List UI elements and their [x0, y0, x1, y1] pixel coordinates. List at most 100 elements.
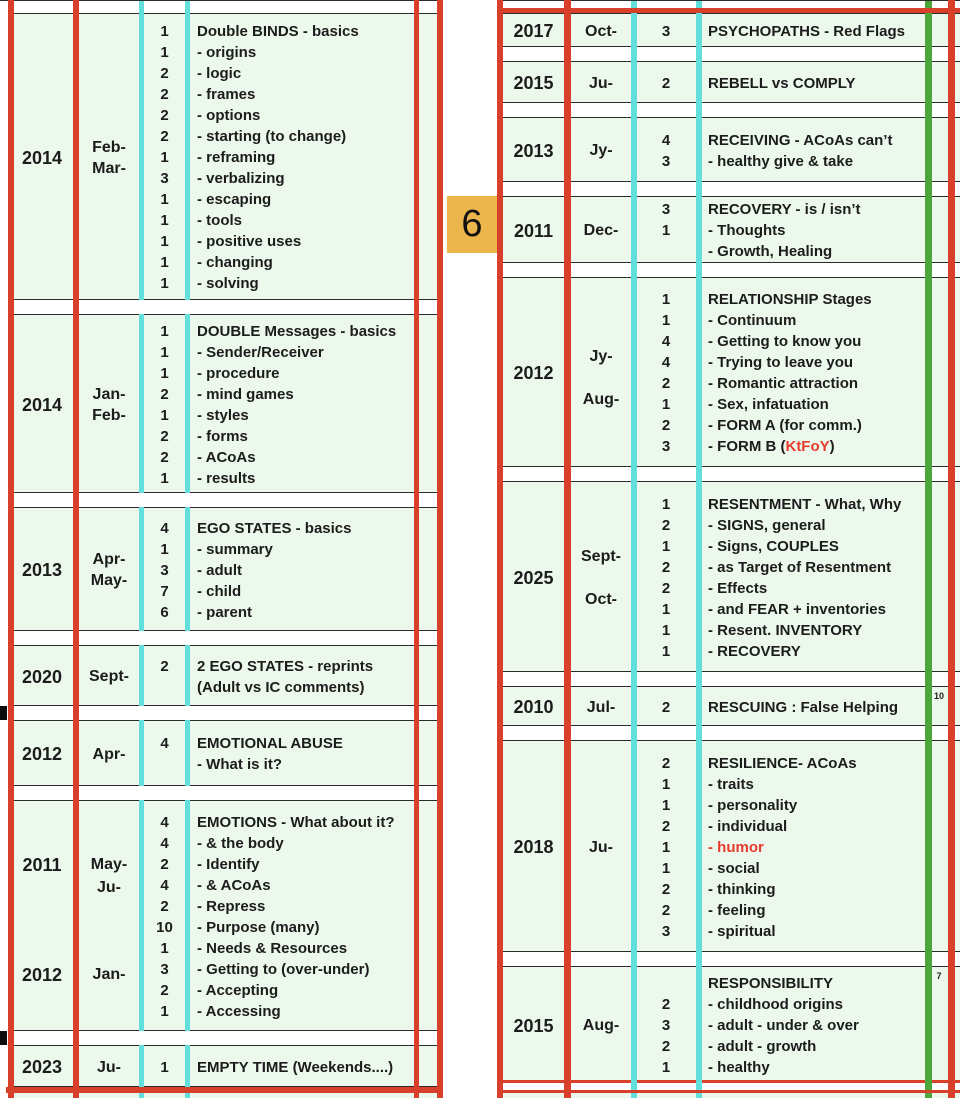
- topic-text: RESPONSIBILITY: [708, 975, 834, 992]
- count-value: 3: [160, 960, 169, 978]
- bottom-red-line: [497, 1090, 960, 1093]
- year-label: 2013: [21, 560, 63, 580]
- topic-text: - adult - growth: [708, 1038, 817, 1055]
- topic-text: - starting (to change): [197, 128, 347, 145]
- year-cell: 2013: [12, 508, 72, 632]
- topic-text: - Sender/Receiver: [197, 343, 324, 361]
- topic-text: - personality: [708, 796, 798, 814]
- month-cell: Jan- Feb-: [79, 315, 139, 494]
- entry-group: 2012 Jy- Aug- 1 1 4 4 2 1 2 3 RELATIONSHIP Stages - …: [497, 277, 960, 467]
- count-value: [636, 973, 696, 994]
- topic-text: RESCUING : False Helping: [708, 698, 899, 716]
- entry-group: 2013 Jy- 4 3 RECEIVING - ACoAs can’t - health…: [497, 117, 960, 182]
- topic-text: RECOVERY - is / isn’t: [708, 201, 861, 218]
- topic-column: RESENTMENT - What, Why - SIGNS, general - …: [702, 482, 925, 673]
- count-value: 4: [160, 876, 169, 894]
- topic-text: - healthy: [708, 1059, 770, 1076]
- year-cell: 2014: [12, 14, 72, 301]
- topic-text: - Growth, Healing: [708, 243, 833, 260]
- topic-text: - results: [197, 469, 256, 487]
- count-value: 1: [661, 642, 671, 660]
- page-number: 6: [461, 203, 483, 245]
- year-cell: 2012: [503, 278, 564, 468]
- count-value: 2: [661, 754, 671, 772]
- count-value: 2: [661, 579, 671, 597]
- entry-group: 2020 Sept- 2 2 EGO STATES - reprints (Adult …: [8, 645, 443, 706]
- cyan-grid-line: [631, 0, 637, 1098]
- row-gap: [0, 493, 443, 507]
- topic-text: Double BINDS - basics: [197, 23, 359, 40]
- red-grid-line: [497, 0, 503, 1098]
- row-gap: [0, 786, 443, 800]
- topic-text: - SIGNS, general: [708, 516, 826, 534]
- count-value: 4: [160, 519, 169, 537]
- topic-text: - Getting to know you: [708, 333, 862, 350]
- section-red-line: [497, 8, 960, 13]
- month-label: Jan-: [92, 966, 126, 983]
- month-label: Ju-: [97, 1058, 121, 1076]
- topic-text: - & the body: [197, 834, 284, 852]
- year-label: 2012: [513, 363, 554, 383]
- month-label: Ju-: [97, 879, 121, 896]
- topic-column: EMOTIONAL ABUSE - What is it?: [190, 721, 416, 787]
- count-value: 4: [661, 354, 671, 371]
- topic-text: EMOTIONAL ABUSE: [197, 735, 343, 752]
- count-value: 1: [160, 212, 169, 229]
- topic-text-part: - FORM B (: [708, 438, 786, 455]
- topic-column: 2 EGO STATES - reprints (Adult vs IC comm…: [190, 646, 416, 707]
- count-value: 1: [160, 23, 169, 40]
- count-value: 2: [160, 128, 169, 145]
- page-number-badge: 6: [447, 196, 497, 253]
- row-gap: [0, 631, 443, 645]
- month-cell: Ju-: [79, 1046, 139, 1088]
- month-cell: Jul-: [571, 687, 631, 727]
- count-value: 1: [160, 364, 169, 382]
- red-grid-line: [564, 0, 571, 1098]
- count-value: 4: [661, 131, 671, 149]
- count-column: 1 1 4 4 2 1 2 3: [636, 278, 696, 468]
- topic-text: - reframing: [197, 149, 276, 166]
- year-cell: 2015: [503, 62, 564, 104]
- count-value: 1: [160, 1002, 169, 1020]
- topic-text: - FORM B (KtFoY): [702, 436, 925, 457]
- topic-text: - RECOVERY: [708, 642, 801, 660]
- topic-text: - summary: [197, 540, 273, 558]
- year-label: 2012: [21, 744, 63, 764]
- count-column: 1 1 2 2 2 2 1 3 1 1 1 1 1: [144, 14, 185, 301]
- count-value: 2: [160, 65, 169, 82]
- month-cell: Apr-: [79, 721, 139, 787]
- table-top-line: [497, 0, 960, 1]
- topic-text: - styles: [197, 406, 249, 424]
- topic-column: PSYCHOPATHS - Red Flags: [702, 14, 925, 48]
- year-cell: 2011: [503, 197, 564, 264]
- count-value: [144, 754, 185, 775]
- count-value: 2: [160, 855, 169, 873]
- year-cell: 2010: [503, 687, 564, 727]
- month-label: Mar-: [92, 159, 126, 177]
- topic-text: - What is it?: [197, 756, 282, 773]
- count-value: [636, 241, 696, 262]
- count-column: 3: [636, 14, 696, 48]
- count-value: 1: [160, 44, 169, 61]
- entry-group: 2014 Jan- Feb- 1 1 1 2 1 2 2 1 DOUBLE Messages - ba…: [8, 314, 443, 493]
- count-value: 2: [160, 981, 169, 999]
- topic-text: REBELL vs COMPLY: [708, 74, 856, 92]
- month-label: Aug-: [582, 391, 620, 408]
- month-label: Dec-: [583, 222, 619, 239]
- topic-text: RESILIENCE- ACoAs: [708, 754, 857, 772]
- row-gap: [0, 300, 443, 314]
- red-grid-line: [8, 0, 14, 1098]
- count-value: 2: [160, 657, 169, 675]
- year-label: 2018: [513, 837, 554, 857]
- month-label: Apr-: [92, 551, 126, 568]
- month-label: Jy-: [589, 142, 613, 159]
- topic-text: - logic: [197, 65, 242, 82]
- year-cell: 2023: [12, 1046, 72, 1088]
- year-label: 2023: [21, 1057, 63, 1077]
- count-column: 1: [144, 1046, 185, 1088]
- count-value: 3: [661, 22, 671, 40]
- topic-text: - thinking: [708, 880, 776, 898]
- count-value: 1: [160, 149, 169, 166]
- red-grid-line: [414, 0, 419, 1098]
- month-label: May-: [90, 856, 128, 873]
